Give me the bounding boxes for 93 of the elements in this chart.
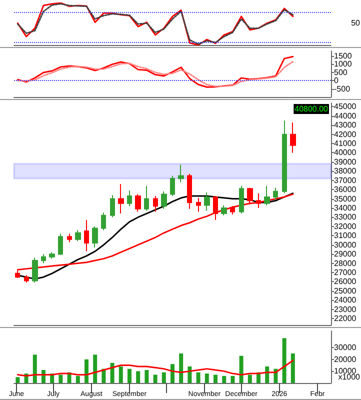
y-tick-label: 32000 [334,222,357,231]
y-tick-label: 29000 [334,250,357,259]
bar [179,353,184,383]
candlestick [153,196,158,212]
bar [290,353,295,383]
line-series [16,56,294,88]
candlestick [187,173,192,210]
y-tick-label: 30000 [334,343,357,352]
y-tick-label: 22000 [334,314,357,324]
bar [282,338,286,383]
bar [239,356,244,383]
bar [170,364,174,383]
y-tick-label: 45000 [334,102,357,112]
bar [16,377,20,383]
y-tick-label: 39000 [334,157,357,166]
y-tick-label: 36000 [334,185,357,194]
line-series [16,360,294,377]
bar [214,374,218,383]
candlestick [170,175,175,197]
text: x1000 [338,372,361,382]
candlestick [213,196,218,220]
y-tick-label: 34000 [334,204,357,213]
bar [84,359,88,383]
bar [153,374,158,383]
line-series [16,60,294,88]
y-tick-label: 43000 [334,120,357,130]
bar [32,354,37,383]
candlestick [135,194,141,212]
bar [93,354,98,383]
y-tick-label: 41000 [334,139,357,148]
y-tick-label: -500 [334,84,351,94]
candlestick [24,274,29,284]
bar [76,376,80,383]
candlestick [239,185,244,214]
candlestick [41,254,46,264]
candlestick [221,204,227,216]
y-tick-label: 40000 [334,148,357,158]
y-tick-label: 1000 [334,60,352,69]
y-tick-label: 38000 [334,166,357,176]
bar [110,362,114,383]
bar [162,372,166,383]
y-tick-label: 27000 [334,268,357,277]
candlestick [282,120,287,194]
y-tick-label: 23000 [334,304,357,314]
candlestick [110,194,115,218]
bar [144,370,149,383]
y-tick-label: 31000 [334,231,357,240]
candlestick [84,219,89,252]
annotation: 40800.00 [294,104,329,114]
candlestick [196,197,201,212]
bar [222,376,226,383]
y-tick-label: 44000 [334,111,357,120]
candlestick [49,252,55,260]
candlestick [92,226,98,248]
bar [58,374,63,383]
candlestick [230,206,235,215]
bar [204,374,209,383]
bar [127,368,132,383]
y-tick-label: 1500 [334,51,352,60]
candlestick [58,233,63,256]
y-tick-label: 0 [334,76,339,86]
y-tick-label: 24000 [334,296,357,305]
candlestick [144,185,149,212]
bar [248,374,252,383]
y-tick-label: 20000 [334,354,357,364]
candlestick [264,185,270,206]
candlestick [75,230,81,242]
bar [136,371,140,383]
bar [196,372,200,383]
y-tick-label: 30000 [334,240,357,250]
bar [188,366,192,383]
bar [118,366,123,383]
text: 50 [351,18,361,28]
candlestick [161,190,167,210]
candlestick [273,187,278,200]
y-tick-label: 33000 [334,212,357,222]
candlestick [118,184,124,214]
y-tick-label: 28000 [334,258,357,268]
candlestick [32,257,38,284]
candlestick [127,190,132,207]
y-tick-label: 25000 [334,286,357,296]
candlestick [67,233,72,243]
candlestick [101,212,106,231]
candlestick [178,164,184,183]
y-tick-label: 42000 [334,130,357,139]
bar [265,366,270,383]
candlestick [290,122,296,154]
y-tick-label: 37000 [334,176,357,185]
bar [230,376,235,383]
y-tick-label: 500 [334,68,348,77]
y-tick-label: 35000 [334,194,357,204]
candlestick [204,192,210,212]
y-tick-label: 26000 [334,277,357,286]
